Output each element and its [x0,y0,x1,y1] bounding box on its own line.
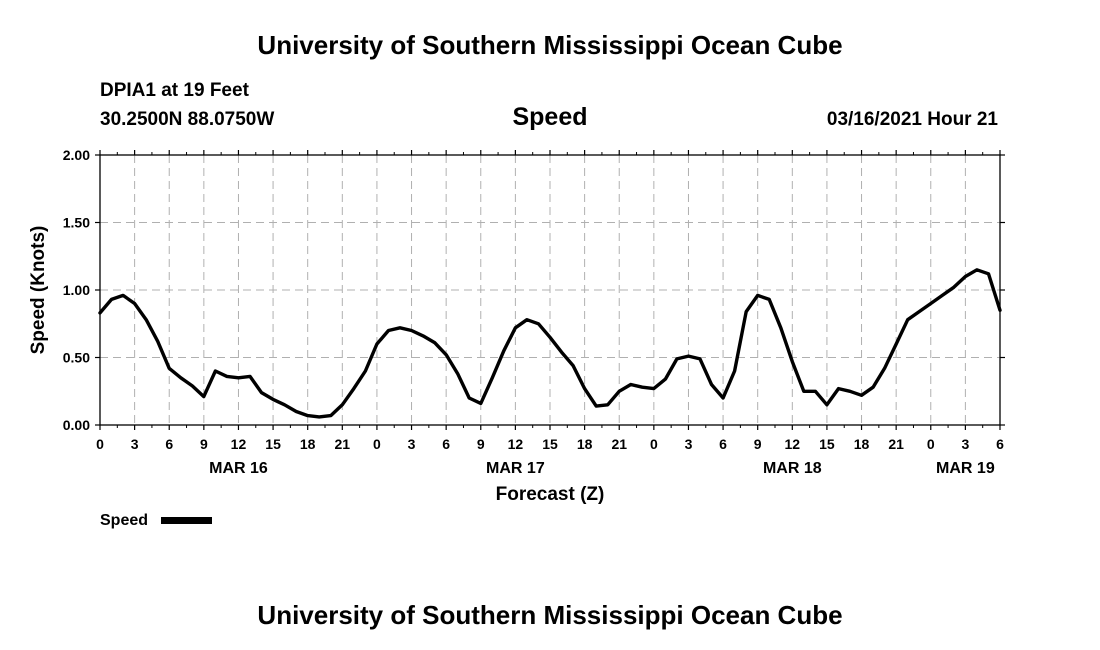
x-tick-labels: 0 3 6 9 12 15 18 21 0 3 6 9 12 15 18 21 0 3 6 9 12 15 18 21 0 3 6 [96,436,1004,452]
timestamp-label: 03/16/2021 Hour 21 [827,109,999,130]
x-tick-label: 9 [477,436,485,452]
legend-label: Speed [100,512,148,529]
title-top: University of Southern Mississippi Ocean… [257,30,842,60]
x-tick-label: 18 [854,436,870,452]
x-tick-label: 12 [785,436,801,452]
x-tick-label: 15 [542,436,558,452]
x-tick-label: 0 [96,436,104,452]
x-tick-label: 18 [577,436,593,452]
speed-series-line [98,268,1002,419]
x-tick-label: 9 [754,436,762,452]
axis-ticks [95,150,1005,430]
station-label: DPIA1 at 19 Feet [100,80,250,101]
x-tick-label: 0 [373,436,381,452]
legend-swatch [161,517,212,524]
x-tick-label: 6 [719,436,727,452]
x-tick-label: 12 [231,436,247,452]
date-labels: MAR 16 MAR 17 MAR 18 MAR 19 [209,460,995,477]
y-tick-label: 1.00 [63,282,90,298]
series-lines [98,268,1002,419]
x-tick-label: 3 [408,436,416,452]
x-tick-label: 0 [927,436,935,452]
x-tick-label: 6 [165,436,173,452]
date-label: MAR 17 [486,460,545,477]
x-tick-label: 21 [335,436,351,452]
coordinates-label: 30.2500N 88.0750W [100,109,274,130]
x-tick-label: 0 [650,436,658,452]
date-label: MAR 18 [763,460,822,477]
y-tick-label: 0.50 [63,350,90,366]
y-axis-label: Speed (Knots) [28,226,49,355]
title-bottom: University of Southern Mississippi Ocean… [257,600,842,630]
x-tick-label: 21 [611,436,627,452]
x-tick-label: 3 [961,436,969,452]
grid-lines [100,155,1000,425]
x-tick-label: 21 [888,436,904,452]
y-tick-label: 0.00 [63,417,90,433]
x-tick-label: 9 [200,436,208,452]
x-tick-label: 12 [508,436,524,452]
x-tick-label: 3 [685,436,693,452]
y-tick-label: 1.50 [63,215,90,231]
x-tick-label: 15 [265,436,281,452]
x-tick-label: 15 [819,436,835,452]
x-axis-label: Forecast (Z) [496,484,605,505]
date-label: MAR 19 [936,460,995,477]
date-label: MAR 16 [209,460,268,477]
y-tick-label: 2.00 [63,147,90,163]
x-tick-label: 6 [442,436,450,452]
x-tick-label: 6 [996,436,1004,452]
y-tick-labels: 0.00 0.50 1.00 1.50 2.00 [63,147,90,433]
x-tick-label: 18 [300,436,316,452]
chart-title: Speed [512,103,587,131]
x-tick-label: 3 [131,436,139,452]
